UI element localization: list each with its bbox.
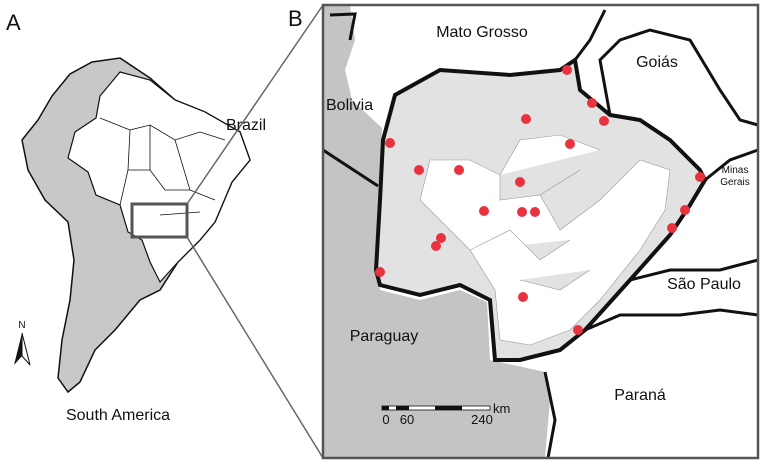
region-label: Paraguay [350, 328, 419, 345]
scale-unit: km [493, 401, 510, 416]
state-borders [322, 9, 759, 459]
region-label: Goiás [636, 54, 678, 71]
north-arrow [21, 332, 31, 366]
brazil [67, 71, 251, 284]
region-label: Mato Grosso [436, 24, 528, 41]
map-border [321, 3, 760, 460]
continent-label: South America [66, 407, 170, 424]
panel-a: A Brazil South America N [6, 4, 324, 459]
country-label: Brazil [226, 117, 266, 134]
north-arrow [14, 333, 22, 365]
zoom-line [186, 236, 324, 459]
state-borders [99, 117, 226, 216]
region-label: Minas [722, 165, 749, 176]
panel-b: 0 60 240 km B Mato Grosso Goiás Bolivia … [288, 3, 760, 460]
zoom-line [186, 4, 324, 205]
neighbor-countries [323, 5, 550, 458]
sample-sites [375, 65, 705, 335]
scale-tick: 0 [382, 412, 389, 427]
scale-tick: 240 [471, 412, 493, 427]
region-label: Gerais [720, 177, 749, 188]
inset-box [130, 202, 189, 239]
municipalities [419, 134, 671, 346]
scale-bar [381, 405, 491, 411]
panel-label: A [6, 10, 21, 35]
region-label: Bolivia [326, 97, 373, 114]
region-label: São Paulo [667, 276, 741, 293]
north-label: N [18, 320, 25, 331]
region-label: Paraná [614, 387, 666, 404]
panel-label: B [288, 6, 303, 31]
scale-tick: 60 [400, 412, 414, 427]
